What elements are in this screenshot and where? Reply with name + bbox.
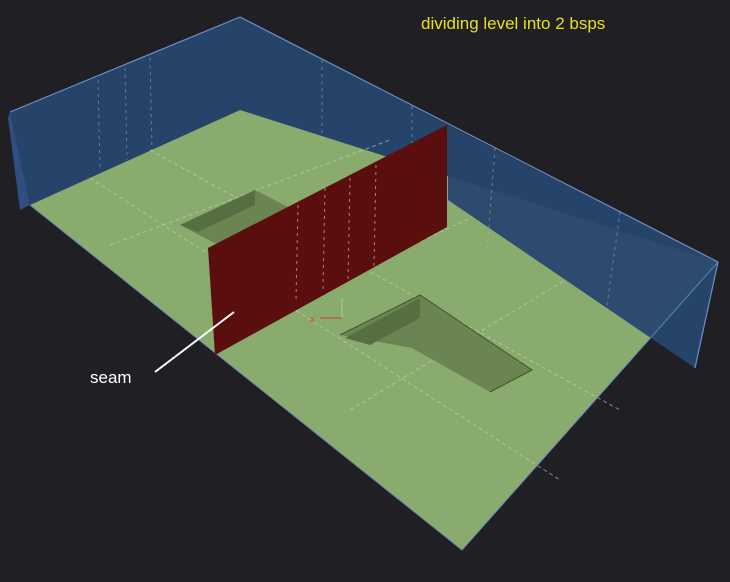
diagram-title: dividing level into 2 bsps (421, 14, 606, 33)
seam-leader-line (154, 311, 235, 373)
right-wall (448, 125, 718, 368)
wall-top-edge-right (239, 16, 719, 263)
pit-back (180, 190, 298, 247)
wall-top-edge (9, 16, 241, 113)
pit-front-inner (345, 298, 420, 345)
partition-details (295, 164, 377, 301)
wall-corner-edge (694, 261, 719, 369)
front-wall-edge (29, 204, 719, 551)
seam-label: seam (90, 368, 132, 387)
back-wall (10, 17, 448, 205)
left-wall (8, 112, 30, 210)
svg-text:x: x (310, 314, 315, 324)
origin-gizmo: x (310, 298, 343, 324)
pit-front-edge (339, 294, 533, 393)
pit-back-wall (180, 190, 255, 232)
bsp-partition-plane (208, 125, 447, 355)
